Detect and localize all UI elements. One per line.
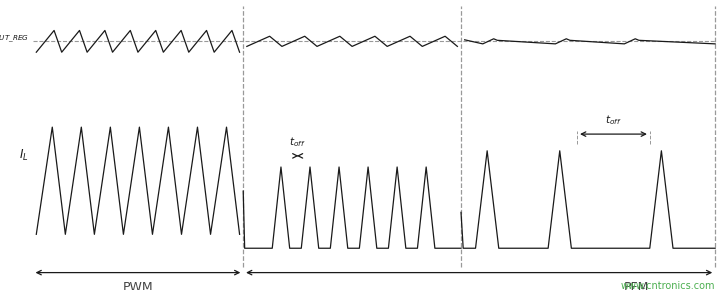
Text: www.cntronics.com: www.cntronics.com [621, 281, 715, 290]
Text: $t_{off}$: $t_{off}$ [290, 135, 306, 148]
Text: PWM: PWM [123, 281, 153, 290]
Text: $I_L$: $I_L$ [20, 147, 29, 162]
Text: PFM: PFM [624, 281, 649, 290]
Text: $t_{off}$: $t_{off}$ [605, 113, 621, 127]
Text: $V_{OUT\_REG}$: $V_{OUT\_REG}$ [0, 30, 29, 45]
